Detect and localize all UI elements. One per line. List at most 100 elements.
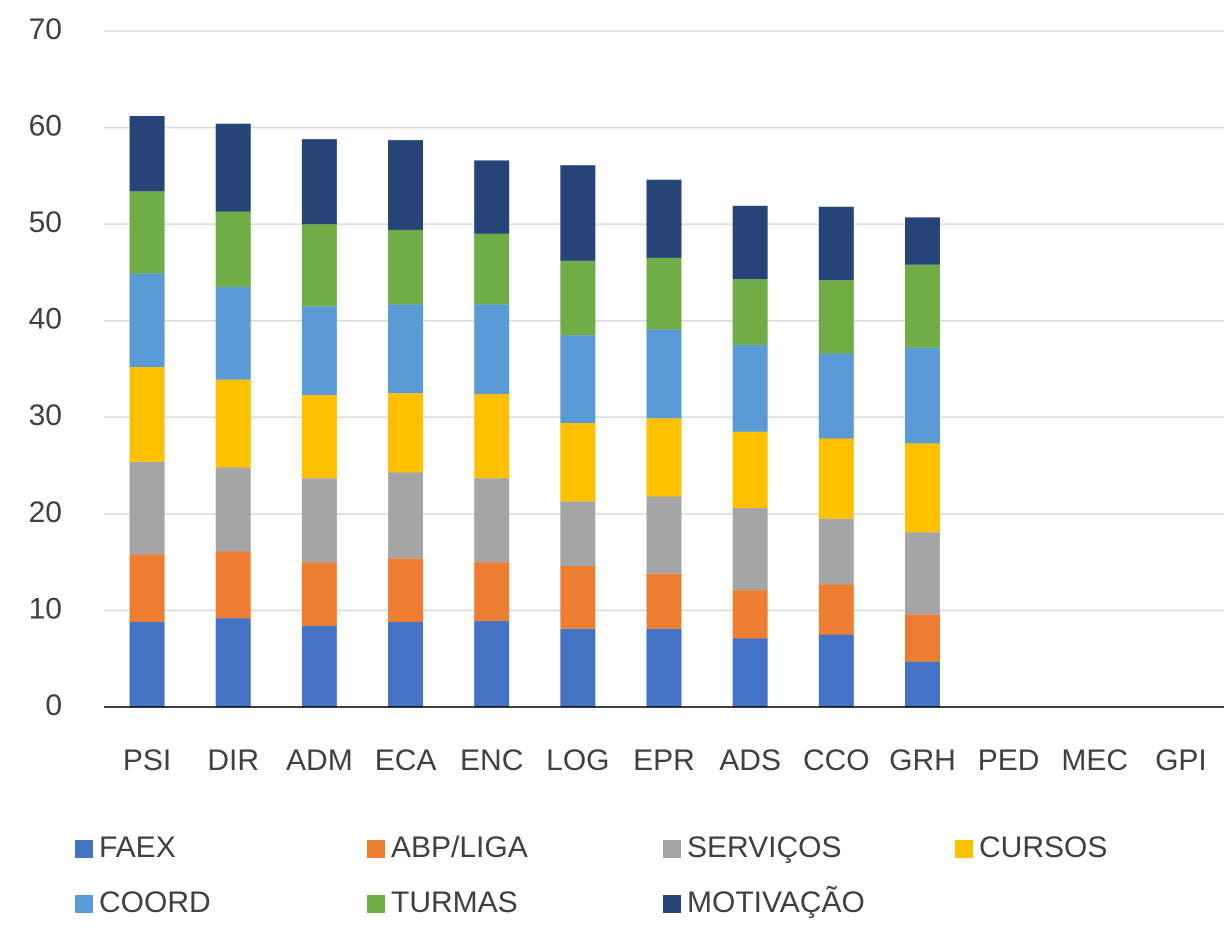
x-tick-label: ENC bbox=[460, 744, 523, 777]
bar-segment bbox=[646, 329, 682, 419]
bar-segment bbox=[388, 229, 424, 305]
y-tick-label: 50 bbox=[29, 206, 62, 239]
bar-segment bbox=[388, 140, 424, 230]
y-tick-label: 10 bbox=[29, 592, 62, 625]
bar-segment bbox=[129, 461, 165, 555]
bar-segment bbox=[904, 532, 940, 615]
bar-segment bbox=[732, 344, 768, 432]
x-tick-label: ADM bbox=[286, 744, 353, 777]
legend-swatch bbox=[367, 840, 385, 858]
bar-segment bbox=[129, 622, 165, 707]
bar-segment bbox=[474, 621, 510, 707]
bar-segment bbox=[215, 286, 251, 380]
x-tick-label: MEC bbox=[1061, 744, 1128, 777]
bar-segment bbox=[818, 634, 854, 707]
bar-segment bbox=[129, 367, 165, 462]
bar-segment bbox=[732, 431, 768, 509]
bar-segment bbox=[560, 566, 596, 629]
bar-segment bbox=[301, 625, 337, 707]
bar-segment bbox=[388, 558, 424, 623]
legend-label: SERVIÇOS bbox=[687, 831, 842, 864]
bar-segment bbox=[215, 467, 251, 552]
legend-swatch bbox=[75, 895, 93, 913]
legend-label: ABP/LIGA bbox=[391, 831, 528, 864]
bar-segment bbox=[301, 395, 337, 479]
y-tick-label: 20 bbox=[29, 496, 62, 529]
bar-segment bbox=[388, 622, 424, 707]
bar-segment bbox=[904, 661, 940, 707]
x-tick-label: ADS bbox=[719, 744, 781, 777]
bar-segment bbox=[215, 211, 251, 287]
x-tick-label: GRH bbox=[889, 744, 956, 777]
bar-segment bbox=[818, 438, 854, 519]
bar-segment bbox=[818, 518, 854, 585]
bar-segment bbox=[474, 562, 510, 622]
bar-segment bbox=[474, 160, 510, 234]
bar-segment bbox=[301, 562, 337, 626]
x-tick-label: DIR bbox=[207, 744, 259, 777]
bar-segment bbox=[560, 628, 596, 707]
bar-segment bbox=[388, 472, 424, 559]
bar-segment bbox=[474, 478, 510, 563]
x-tick-label: EPR bbox=[633, 744, 695, 777]
legend-swatch bbox=[663, 840, 681, 858]
y-tick-label: 40 bbox=[29, 303, 62, 336]
bar-segment bbox=[818, 280, 854, 354]
bar-segment bbox=[560, 335, 596, 424]
bar-segment bbox=[215, 123, 251, 212]
bar-segment bbox=[560, 165, 596, 261]
x-tick-label: PSI bbox=[123, 744, 171, 777]
x-tick-label: ECA bbox=[375, 744, 437, 777]
bar-segment bbox=[732, 638, 768, 707]
bar-segment bbox=[646, 496, 682, 574]
bar-segment bbox=[732, 279, 768, 345]
bar-segment bbox=[646, 257, 682, 330]
bar-segment bbox=[732, 205, 768, 280]
bar-segment bbox=[818, 353, 854, 439]
x-tick-label: LOG bbox=[546, 744, 609, 777]
bar-segment bbox=[301, 306, 337, 396]
bar-segment bbox=[129, 273, 165, 368]
bar-segment bbox=[215, 379, 251, 468]
bar-segment bbox=[904, 264, 940, 348]
bar-segment bbox=[904, 217, 940, 265]
bar-segment bbox=[474, 394, 510, 479]
bar-segment bbox=[388, 393, 424, 473]
bar-segment bbox=[904, 614, 940, 662]
bar-segment bbox=[732, 508, 768, 591]
bar-segment bbox=[818, 584, 854, 635]
bar-segment bbox=[646, 573, 682, 629]
bar-segment bbox=[301, 478, 337, 563]
bar-segment bbox=[301, 139, 337, 225]
bar-segment bbox=[129, 115, 165, 192]
y-tick-label: 70 bbox=[29, 13, 62, 46]
bar-segment bbox=[560, 260, 596, 336]
legend-swatch bbox=[75, 840, 93, 858]
legend-label: COORD bbox=[99, 886, 211, 919]
bar-segment bbox=[646, 418, 682, 497]
x-tick-label: GPI bbox=[1155, 744, 1207, 777]
bar-segment bbox=[904, 347, 940, 444]
y-tick-label: 0 bbox=[45, 689, 62, 722]
bar-segment bbox=[388, 304, 424, 394]
bar-segment bbox=[215, 551, 251, 619]
bar-segment bbox=[904, 443, 940, 533]
legend-label: MOTIVAÇÃO bbox=[687, 885, 865, 919]
bar-segment bbox=[129, 554, 165, 623]
bar-segment bbox=[560, 501, 596, 567]
bar-segment bbox=[474, 304, 510, 395]
x-tick-label: CCO bbox=[803, 744, 870, 777]
bar-segment bbox=[818, 206, 854, 281]
bar-segment bbox=[215, 618, 251, 707]
bar-segment bbox=[129, 191, 165, 274]
legend-swatch bbox=[663, 895, 681, 913]
legend-swatch bbox=[955, 840, 973, 858]
y-tick-label: 60 bbox=[29, 109, 62, 142]
bar-segment bbox=[301, 224, 337, 307]
legend-swatch bbox=[367, 895, 385, 913]
bar-segment bbox=[474, 233, 510, 305]
bar-segment bbox=[560, 423, 596, 502]
legend-label: TURMAS bbox=[391, 886, 518, 919]
legend-label: CURSOS bbox=[979, 831, 1107, 864]
